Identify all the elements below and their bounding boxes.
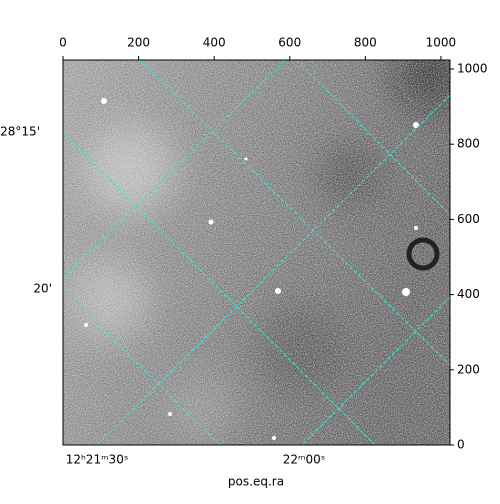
x-tick-label: 200 [127,36,150,50]
x-tick-label: 400 [203,36,226,50]
y-tick-label: 600 [457,212,480,226]
x-tick-label: 800 [354,36,377,50]
coordinate-grid [63,60,450,445]
y-tick-label: 800 [457,137,480,151]
y-tick-label: 1000 [457,62,488,76]
x-tick-label: 1000 [426,36,457,50]
x-tick-label: 600 [278,36,301,50]
world-y-tick-label: 28°15' [0,125,40,139]
world-y-tick-label: 20' [33,282,52,296]
y-tick-label: 0 [457,438,465,452]
y-tick-label: 200 [457,362,480,376]
y-tick-label: 400 [457,287,480,301]
world-x-tick-label: 12ʰ21ᵐ30ˢ [66,453,129,467]
x-axis-label: pos.eq.ra [228,475,284,489]
world-x-tick-label: 22ᵐ00ˢ [283,453,326,467]
frame [62,59,451,446]
x-tick-label: 0 [59,36,67,50]
sky-image [63,60,450,445]
